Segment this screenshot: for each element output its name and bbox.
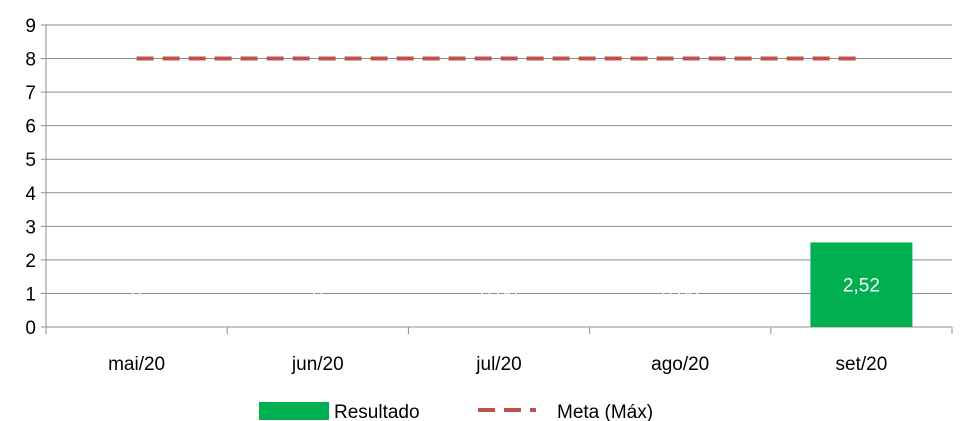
- y-tick-label: 7: [25, 83, 36, 104]
- gridlines: [46, 24, 952, 294]
- y-tick-label: 2: [25, 251, 36, 272]
- bar-series: [810, 242, 913, 327]
- y-tick-label: 8: [25, 50, 36, 71]
- data-labels: 0 0 0,00 0,00 2,52: [131, 276, 880, 306]
- y-tick-label: 5: [25, 150, 36, 171]
- axes: [41, 24, 953, 334]
- x-tick-label: set/20: [836, 354, 888, 375]
- bar: [810, 242, 913, 327]
- y-tick-label: 3: [25, 217, 36, 238]
- y-tick-label: 4: [25, 184, 36, 205]
- legend-label-meta: Meta (Máx): [557, 402, 653, 421]
- y-tick-label: 9: [25, 16, 36, 37]
- legend-label-resultado: Resultado: [334, 402, 420, 421]
- data-label: 0,00: [662, 284, 699, 305]
- x-axis-ticks: mai/20 jun/20 jul/20 ago/20 set/20: [108, 354, 887, 375]
- data-label: 0,00: [481, 284, 518, 305]
- data-label: 0: [131, 284, 142, 305]
- legend-swatch-resultado: [259, 402, 329, 420]
- y-tick-label: 0: [25, 318, 36, 339]
- legend: Resultado Meta (Máx): [259, 402, 653, 421]
- y-axis-ticks: 0 1 2 3 4 5 6 7 8 9: [25, 16, 36, 339]
- y-tick-label: 6: [25, 117, 36, 138]
- x-tick-label: jun/20: [291, 354, 344, 375]
- x-tick-label: mai/20: [108, 354, 165, 375]
- y-tick-label: 1: [25, 284, 36, 305]
- data-label: 0: [313, 284, 324, 305]
- x-tick-label: ago/20: [651, 354, 709, 375]
- x-tick-label: jul/20: [475, 354, 521, 375]
- data-label: 2,52: [843, 276, 880, 297]
